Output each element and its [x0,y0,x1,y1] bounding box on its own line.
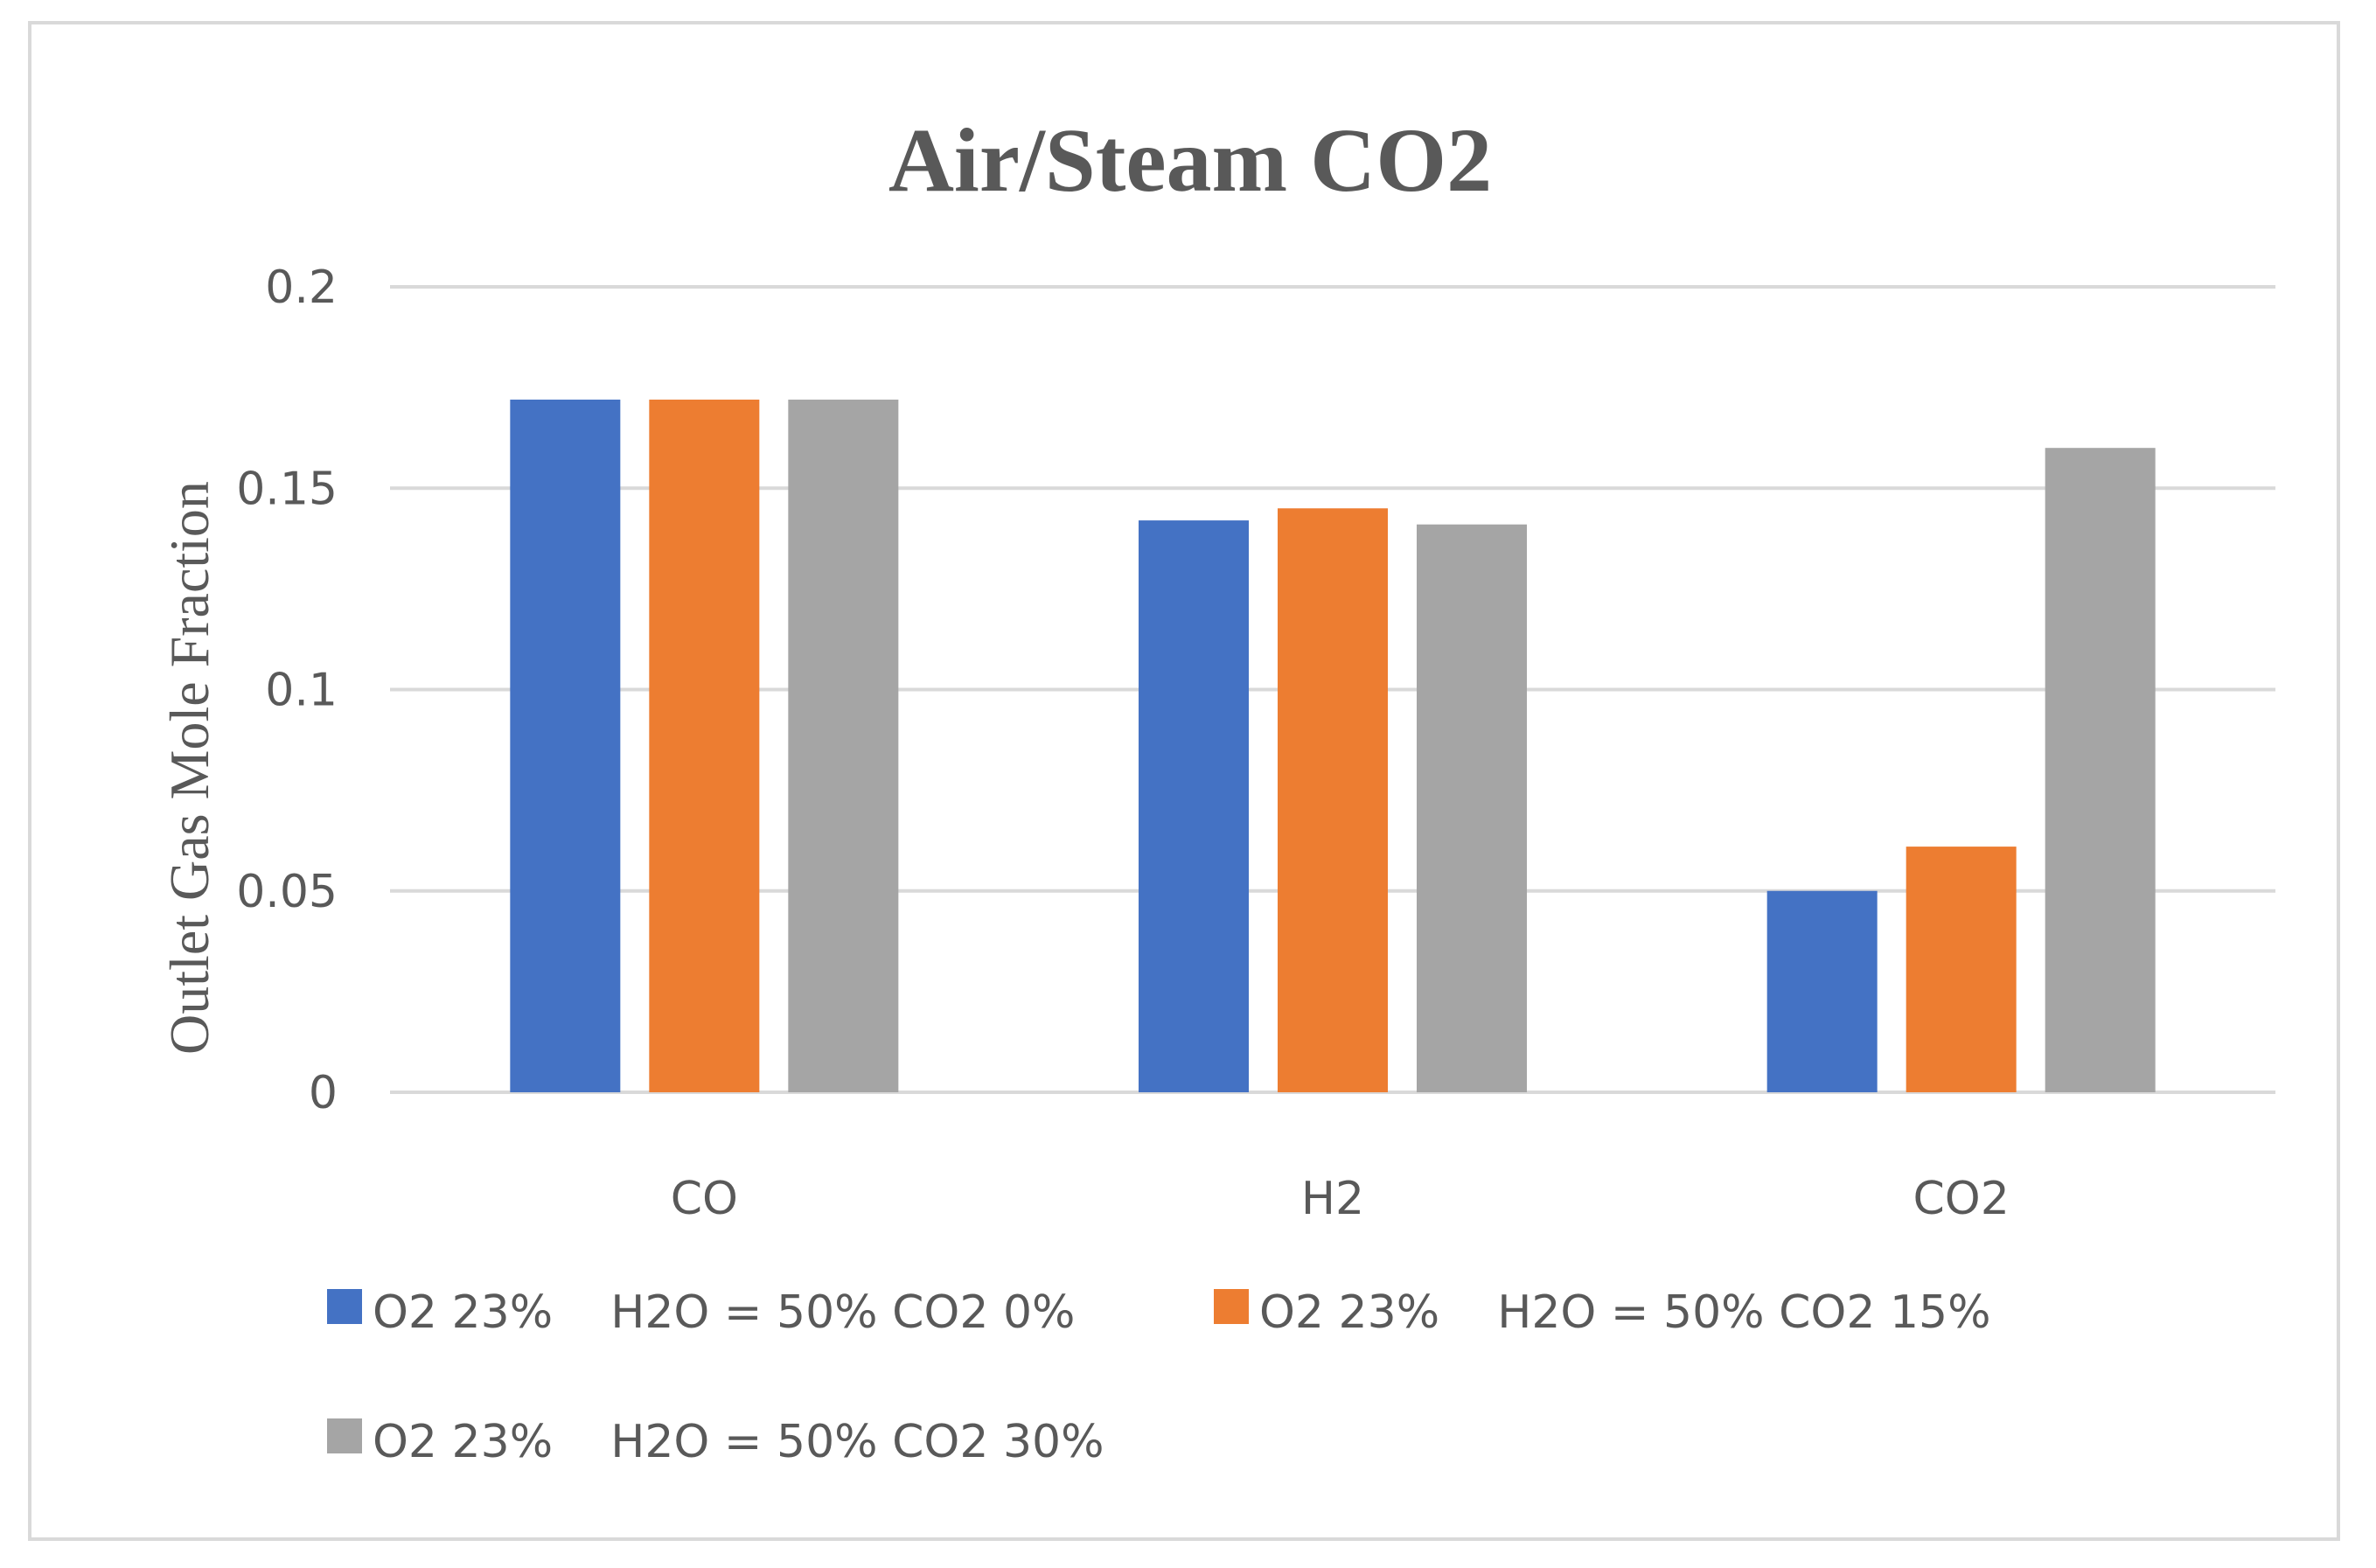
y-axis-label: Outlet Gas Mole Fraction [158,481,220,1055]
bar-h2-series-3 [1417,524,1527,1092]
x-tick-label: CO [671,1173,738,1225]
bar-co-series-2 [649,399,760,1092]
y-tick-label: 0.05 [236,866,338,918]
bar-h2-series-2 [1278,508,1388,1092]
legend-swatch [327,1418,362,1453]
bar-co2-series-2 [1906,847,2017,1092]
x-tick-label: CO2 [1913,1173,2010,1225]
y-tick-label: 0.1 [265,665,338,717]
bars [510,399,2156,1092]
bar-chart: Air/Steam CO2 Outlet Gas Mole Fraction 0… [158,110,2275,1468]
legend-label: O2 23% H2O = 50% CO2 0% [373,1286,1075,1339]
y-tick-label: 0 [309,1067,338,1119]
chart-title: Air/Steam CO2 [888,110,1492,211]
bar-co2-series-1 [1766,890,1878,1092]
bar-co-series-3 [788,399,899,1092]
bar-co-series-1 [510,399,621,1092]
legend-swatch [327,1289,362,1324]
y-tick-label: 0.15 [236,463,338,515]
y-tick-label: 0.2 [265,261,338,314]
x-tick-label: H2 [1301,1173,1364,1225]
legend-label: O2 23% H2O = 50% CO2 30% [373,1416,1104,1468]
bar-h2-series-1 [1139,520,1249,1092]
legend: O2 23% H2O = 50% CO2 0% O2 23% H2O = 50% … [327,1286,1991,1468]
chart-frame: Air/Steam CO2 Outlet Gas Mole Fraction 0… [28,21,2340,1541]
legend-label: O2 23% H2O = 50% CO2 15% [1259,1286,1991,1339]
legend-swatch [1214,1289,1249,1324]
bar-co2-series-3 [2045,448,2156,1092]
axis-ticks: 0 0.05 0.1 0.15 0.2 CO H2 CO2 [236,261,2010,1225]
